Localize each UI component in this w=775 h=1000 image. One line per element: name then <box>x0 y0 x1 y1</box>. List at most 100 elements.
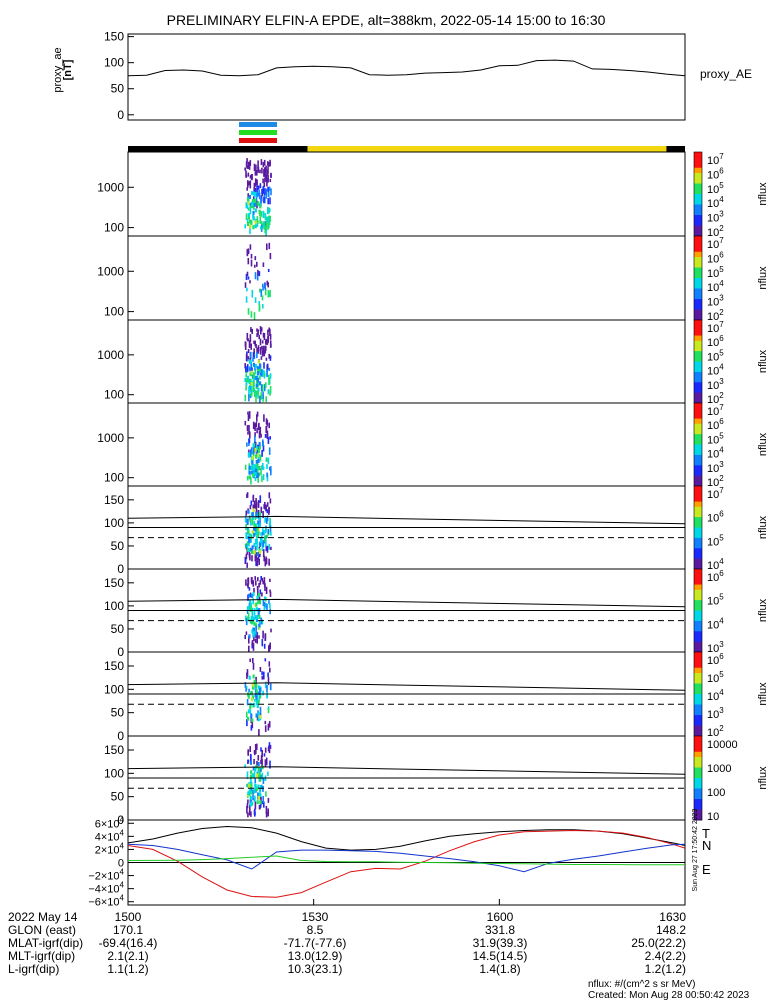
spectrogram-core <box>255 540 258 544</box>
spectrogram-pixel <box>248 587 251 591</box>
spectrogram-pixel <box>260 755 263 760</box>
spectrogram-pixel <box>258 431 261 439</box>
spectrogram-pixel <box>265 558 268 565</box>
spectrogram-pixel <box>261 189 263 194</box>
spectrogram-core <box>257 717 260 722</box>
colorbar-cell <box>694 615 702 622</box>
spectrogram-core <box>247 616 250 621</box>
spectrogram-pixel <box>261 465 263 470</box>
colorbar-cell <box>694 662 702 669</box>
spectrogram-pixel <box>247 250 250 254</box>
spectrogram-pixel <box>265 382 267 389</box>
spectrogram-core <box>256 222 259 227</box>
colorbar-cell <box>694 413 702 420</box>
colorbar-tick-label: 10 <box>707 811 719 823</box>
colorbar-cell <box>694 215 702 221</box>
spectrogram-core <box>256 382 260 387</box>
colorbar-label: nflux <box>757 598 769 622</box>
spectrogram-pixel <box>250 500 253 506</box>
spectrogram-pixel <box>256 328 258 332</box>
spectrogram-pixel <box>248 463 251 467</box>
spectrogram-pixel <box>269 498 272 504</box>
spectrogram-core <box>258 620 261 625</box>
spectrogram-pixel <box>263 182 266 188</box>
spectrogram-pixel <box>260 392 262 400</box>
pa-tick-label: 100 <box>104 516 124 530</box>
spectrogram-core <box>254 224 257 229</box>
spectrogram-core <box>257 784 260 789</box>
spectrogram-pixel <box>265 586 268 595</box>
spectrogram-pixel <box>245 685 248 690</box>
spectrogram-pixel <box>258 454 260 461</box>
colorbar-label-text: nflux <box>757 432 769 456</box>
spectrogram-core <box>255 684 258 688</box>
spectrogram-core <box>249 774 253 779</box>
spectrogram-core <box>250 801 253 806</box>
spectrogram-core <box>252 627 256 632</box>
spectrogram-core <box>254 788 257 793</box>
spectrogram-pixel <box>254 432 256 437</box>
spec-tick-label: 100 <box>104 388 124 402</box>
spectrogram-pixel <box>265 539 267 547</box>
spectrogram-pixel <box>248 390 250 397</box>
spectrogram-pixel <box>245 553 248 560</box>
colorbar-label: nflux <box>757 766 769 790</box>
spectrogram-pixel <box>255 560 257 567</box>
spectrogram-core <box>252 467 255 472</box>
spectrogram-pixel <box>247 414 250 422</box>
spectrogram-pixel <box>244 378 246 382</box>
spectrogram-pixel <box>258 301 260 306</box>
spectrogram-pixel <box>262 474 265 481</box>
colorbar-tick-label: 10000 <box>707 739 738 751</box>
spectrogram-core <box>256 390 259 395</box>
spectrogram-pixel <box>262 528 264 534</box>
spectrogram-pixel <box>265 811 268 818</box>
spectrogram-pixel <box>246 672 248 679</box>
spectrogram-pixel <box>257 523 260 527</box>
spectrogram-pixel <box>250 777 252 784</box>
spectrogram-pixel <box>247 749 249 756</box>
spectrogram-pixel <box>262 690 264 696</box>
spectrogram-pixel <box>246 187 248 191</box>
spectrogram-core <box>248 475 251 480</box>
spectrogram-pixel <box>258 271 261 277</box>
spectrogram-pixel <box>246 805 248 814</box>
colorbar-tick-label: 102 <box>707 224 724 239</box>
colorbar-tick-label: 104 <box>707 279 724 294</box>
spectrogram-pixel <box>246 719 248 727</box>
igrf-tick-label: 2×104 <box>95 841 125 856</box>
spectrogram-pixel <box>268 447 271 455</box>
spectrogram-pixel <box>265 791 267 797</box>
spectrogram-pixel <box>268 721 271 728</box>
spectrogram-pixel <box>256 414 258 422</box>
spectrogram-pixel <box>246 544 249 549</box>
spectrogram-core <box>257 371 260 376</box>
colorbar-cell <box>694 320 702 326</box>
colorbar-cell <box>694 356 702 362</box>
colorbar-cell <box>694 257 702 263</box>
spectrogram-pixel <box>265 228 267 236</box>
colorbar-cell <box>694 304 702 310</box>
loss-cone-line <box>127 766 686 775</box>
spectrogram-core <box>249 795 252 800</box>
spectrogram-core <box>250 770 253 775</box>
pa-tick-label: 0 <box>117 645 124 659</box>
time-table-cell: 8.5 <box>307 923 324 937</box>
spectrogram-pixel <box>257 710 259 714</box>
spectrogram-pixel <box>268 220 271 225</box>
spectrogram-pixel <box>246 518 248 525</box>
colorbar-tick-label: 103 <box>707 640 724 655</box>
colorbar-cell <box>694 325 702 331</box>
time-table-cell: 13.0(12.9) <box>288 949 343 963</box>
spectrogram-core <box>258 515 262 520</box>
spectrogram-pixel <box>258 194 261 200</box>
igrf-tick-label: −6×104 <box>88 894 124 909</box>
colorbar-cell <box>694 569 702 575</box>
spectrogram-pixel <box>249 804 251 813</box>
spectrogram-pixel <box>260 541 263 546</box>
spectrogram-pixel <box>269 591 272 597</box>
spectrogram-pixel <box>255 501 258 507</box>
time-table-cell: -69.4(16.4) <box>99 936 158 950</box>
spectrogram-pixel <box>248 438 250 443</box>
colorbar-cell <box>694 730 702 737</box>
